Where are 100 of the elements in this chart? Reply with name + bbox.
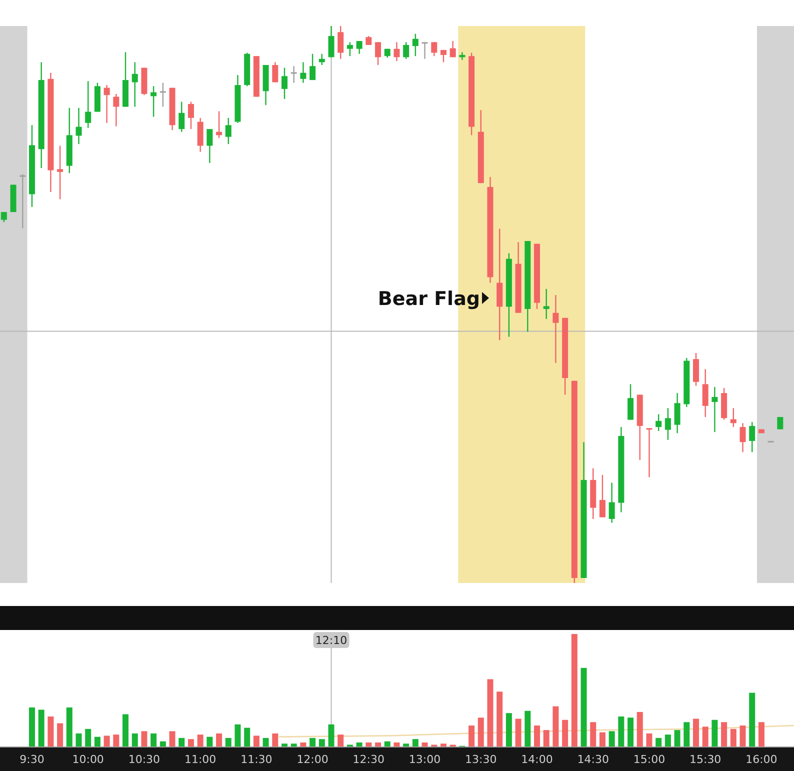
candlestick: [543, 288, 550, 320]
bar: [628, 718, 634, 747]
bar: [749, 692, 756, 747]
bar: [712, 720, 718, 747]
candlestick: [188, 101, 194, 130]
bar: [244, 728, 250, 747]
x-tick-label: 15:00: [633, 753, 666, 766]
bar: [169, 731, 176, 747]
bar: [571, 634, 578, 747]
candlestick: [702, 368, 708, 418]
x-tick-label: 12:30: [352, 753, 385, 766]
bar: [692, 718, 699, 747]
bar: [636, 712, 643, 747]
bar: [478, 718, 484, 747]
bar: [552, 706, 559, 747]
bar: [28, 707, 35, 747]
candlestick: [646, 428, 652, 478]
bar: [338, 734, 344, 747]
bar: [721, 722, 728, 747]
annotation: Bear Flag: [378, 288, 480, 310]
candlestick: [496, 228, 503, 341]
bar: [328, 724, 334, 747]
bar: [515, 718, 522, 747]
x-tick-label: 12:00: [296, 753, 328, 766]
bar: [38, 710, 44, 747]
candlestick: [0, 211, 7, 223]
bar: [122, 714, 129, 747]
candlestick: [740, 422, 746, 453]
bar: [113, 734, 120, 747]
bar: [506, 713, 512, 747]
x-tick-label: 16:00: [746, 753, 778, 766]
bar: [608, 731, 615, 747]
bar: [664, 734, 671, 747]
candlestick: [628, 384, 634, 420]
x-tick-label: 14:00: [521, 753, 553, 766]
candlestick: [394, 42, 400, 62]
bar: [206, 736, 213, 747]
bar: [234, 724, 241, 747]
bar: [618, 716, 624, 747]
bar: [656, 738, 662, 747]
bar: [262, 738, 269, 747]
bar: [150, 733, 157, 747]
candlestick: [422, 42, 428, 60]
bar: [272, 733, 278, 747]
candlestick: [664, 408, 671, 440]
x-tick-label: 14:30: [577, 753, 609, 766]
bar: [562, 720, 568, 747]
x-tick-label: 11:00: [184, 753, 216, 766]
bar: [534, 726, 540, 747]
bar: [57, 723, 64, 747]
candlestick: [57, 145, 64, 200]
bar: [132, 733, 138, 747]
x-tick-label: 10:00: [72, 753, 104, 766]
candlestick: [178, 101, 185, 132]
candlestick: [692, 352, 699, 386]
candlestick: [712, 386, 718, 433]
bar: [674, 730, 680, 747]
candlestick: [300, 62, 306, 84]
candlestick: [160, 82, 166, 108]
bar: [94, 736, 100, 747]
x-tick-label: 13:30: [465, 753, 497, 766]
candlestick: [431, 42, 438, 57]
candlestick: [375, 42, 382, 66]
candlestick: [76, 107, 82, 145]
x-tick-label: 10:30: [128, 753, 160, 766]
candlestick: [216, 110, 222, 139]
bar: [48, 716, 54, 747]
candlestick: [450, 40, 456, 58]
bar: [178, 738, 185, 747]
bar: [524, 710, 531, 747]
candlestick: [356, 40, 362, 54]
bar: [85, 728, 92, 747]
candlestick: [197, 117, 204, 152]
bar: [253, 736, 260, 747]
candlestick: [730, 408, 736, 428]
candlestick: [328, 25, 334, 58]
bar: [702, 726, 708, 747]
x-tick-label: 9:30: [20, 753, 44, 766]
candlestick: [552, 294, 559, 364]
candlestick: [656, 414, 662, 432]
candlestick: [104, 84, 110, 124]
bar: [225, 738, 232, 747]
bar: [684, 722, 690, 747]
candlestick: [338, 25, 344, 60]
candlestick: [599, 474, 606, 518]
candlestick: [346, 42, 353, 57]
bar: [740, 726, 746, 747]
bar: [104, 736, 110, 747]
bar: [543, 730, 550, 747]
candlestick: [206, 128, 213, 164]
bar: [730, 728, 736, 747]
candlestick: [318, 53, 325, 66]
candlestick: [459, 52, 466, 61]
bar: [580, 668, 587, 747]
candlestick: [403, 42, 410, 60]
bar: [468, 726, 475, 747]
ref-line-label: 12:10: [315, 634, 348, 647]
bar: [188, 739, 194, 747]
bar: [318, 739, 325, 747]
bar: [412, 739, 418, 747]
